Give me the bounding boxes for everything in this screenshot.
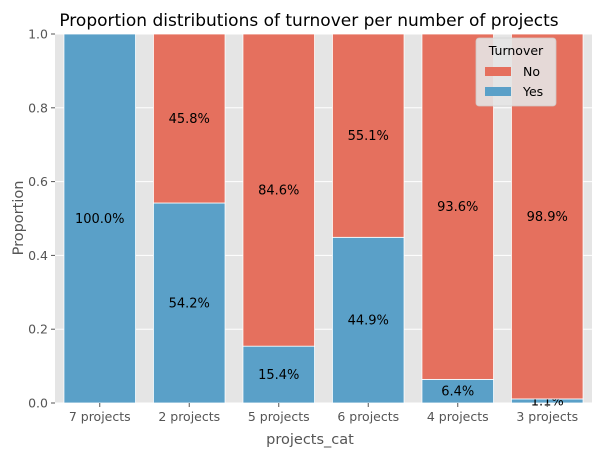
- bar-yes: [242, 345, 315, 404]
- bar-yes: [332, 236, 405, 404]
- bars: 100.0% 54.2% 45.8% 15.4% 84.6% 44.9% 55.1% 6.4%…: [63, 33, 584, 409]
- x-tick-label: 2 projects: [158, 409, 220, 424]
- legend-label-yes: Yes: [522, 84, 543, 99]
- bar-no: [242, 33, 315, 347]
- y-tick-label: 0.8: [28, 100, 48, 115]
- data-label: 6.4%: [441, 385, 474, 400]
- legend-label-no: No: [523, 64, 540, 79]
- legend: Turnover No Yes: [475, 37, 557, 107]
- y-tick-label: 0.4: [28, 248, 48, 263]
- bar-yes: [153, 202, 226, 404]
- x-tick-label: 7 projects: [69, 409, 131, 424]
- data-label: 93.6%: [437, 200, 478, 215]
- y-tick-label: 0.0: [28, 396, 48, 411]
- data-label: 44.9%: [348, 314, 389, 329]
- y-tick-label: 0.2: [28, 322, 48, 337]
- legend-swatch-no: [485, 67, 511, 76]
- gridlines: [55, 33, 592, 404]
- data-label: 54.2%: [169, 297, 210, 312]
- bar-yes: [63, 33, 136, 404]
- x-tick-label: 3 projects: [516, 409, 578, 424]
- data-label: 98.9%: [527, 210, 568, 225]
- bar-no: [153, 33, 226, 204]
- x-axis-ticks: 7 projects 2 projects 5 projects 6 projects…: [69, 403, 578, 424]
- x-tick-label: 6 projects: [337, 409, 399, 424]
- y-axis-label: Proportion: [11, 181, 27, 256]
- y-axis-ticks: 0.0 0.2 0.4 0.6 0.8 1.0: [28, 27, 55, 411]
- chart-title: Proportion distributions of turnover per…: [59, 11, 558, 31]
- legend-swatch-yes: [485, 87, 511, 96]
- y-tick-label: 0.6: [28, 174, 48, 189]
- bar-no: [332, 33, 405, 238]
- x-tick-label: 5 projects: [248, 409, 310, 424]
- data-label: 45.8%: [169, 112, 210, 127]
- data-label: 84.6%: [258, 184, 299, 199]
- legend-title: Turnover: [488, 43, 544, 58]
- y-tick-label: 1.0: [28, 27, 48, 42]
- data-label: 55.1%: [348, 129, 389, 144]
- data-label: 100.0%: [75, 212, 125, 227]
- x-axis-label: projects_cat: [266, 432, 354, 448]
- data-label: 15.4%: [258, 368, 299, 383]
- x-tick-label: 4 projects: [427, 409, 489, 424]
